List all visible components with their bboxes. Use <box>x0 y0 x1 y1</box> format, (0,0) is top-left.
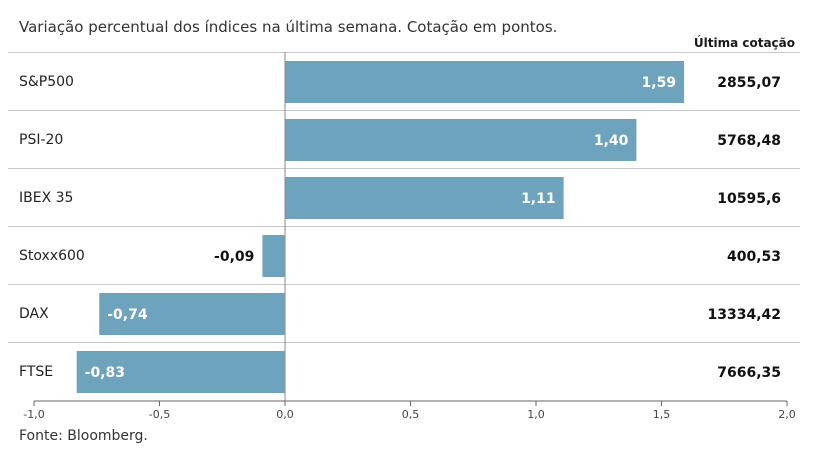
bar-value-label: 1,40 <box>594 133 629 149</box>
source-note: Fonte: Bloomberg. <box>19 428 148 444</box>
x-tick-label: 2,0 <box>778 408 796 421</box>
bar-value-label: -0,74 <box>107 307 148 323</box>
last-quote-value: 5768,48 <box>717 133 781 149</box>
last-quote-value: 400,53 <box>727 249 781 265</box>
bar <box>76 351 285 393</box>
x-tick-label: 1,0 <box>527 408 545 421</box>
row-label: IBEX 35 <box>19 190 73 206</box>
bar-value-label: 1,59 <box>642 75 677 91</box>
bar <box>262 235 285 277</box>
x-tick-label: 0,0 <box>276 408 294 421</box>
row-label: S&P500 <box>19 74 74 90</box>
bar-value-label: -0,09 <box>214 249 254 265</box>
last-quote-value: 7666,35 <box>717 365 781 381</box>
bar-value-label: -0,83 <box>85 365 125 381</box>
row-label: FTSE <box>19 364 53 380</box>
chart-subtitle: Variação percentual dos índices na últim… <box>19 18 558 36</box>
bar-value-label: 1,11 <box>521 191 556 207</box>
last-quote-value: 13334,42 <box>707 307 781 323</box>
x-tick-label: 1,5 <box>653 408 671 421</box>
x-tick-label: -1,0 <box>23 408 44 421</box>
bar <box>285 177 564 219</box>
row-label: Stoxx600 <box>19 248 85 264</box>
last-quote-column-header: Última cotação <box>693 36 795 50</box>
row-label: PSI-20 <box>19 132 63 148</box>
x-tick-label: -0,5 <box>149 408 170 421</box>
bar <box>285 61 685 103</box>
x-tick-label: 0,5 <box>402 408 420 421</box>
last-quote-value: 2855,07 <box>717 75 781 91</box>
last-quote-value: 10595,6 <box>717 191 781 207</box>
row-label: DAX <box>19 306 49 322</box>
bar <box>285 119 637 161</box>
bar <box>99 293 285 335</box>
